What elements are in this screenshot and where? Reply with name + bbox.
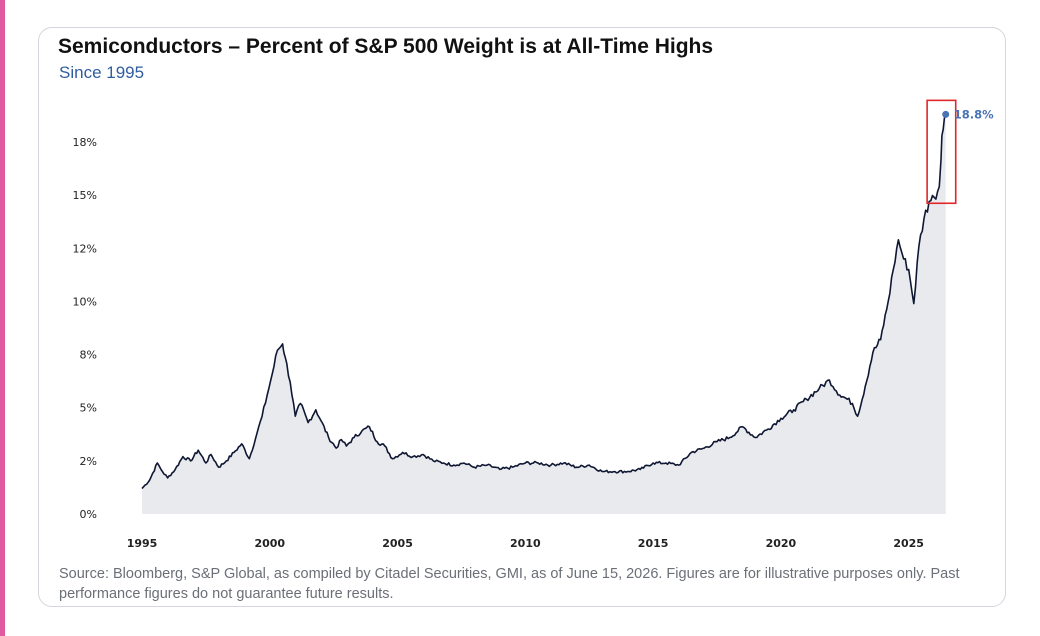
y-tick-label: 12% bbox=[73, 242, 97, 255]
y-tick-label: 2% bbox=[80, 455, 97, 468]
chart-subtitle: Since 1995 bbox=[59, 63, 145, 82]
source-note: Source: Bloomberg, S&P Global, as compil… bbox=[59, 566, 960, 602]
x-tick-label: 2025 bbox=[893, 537, 924, 550]
x-tick-label: 2005 bbox=[382, 537, 413, 550]
y-tick-label: 5% bbox=[80, 402, 97, 415]
x-tick-label: 2010 bbox=[510, 537, 541, 550]
chart-title: Semiconductors – Percent of S&P 500 Weig… bbox=[58, 35, 714, 58]
x-tick-label: 2015 bbox=[638, 537, 669, 550]
y-tick-label: 0% bbox=[80, 508, 97, 521]
x-tick-label: 2020 bbox=[766, 537, 797, 550]
series-line bbox=[141, 114, 947, 490]
end-value-label: 18.8% bbox=[954, 107, 994, 121]
end-point-marker bbox=[942, 110, 950, 118]
area-fill bbox=[142, 114, 946, 515]
left-accent-edge bbox=[0, 0, 5, 636]
highlight-box bbox=[926, 99, 957, 205]
x-tick-label: 1995 bbox=[127, 537, 158, 550]
y-tick-label: 15% bbox=[73, 189, 97, 202]
y-tick-label: 10% bbox=[73, 295, 97, 308]
x-tick-label: 2000 bbox=[254, 537, 285, 550]
y-tick-label: 18% bbox=[73, 136, 97, 149]
y-tick-label: 8% bbox=[80, 349, 97, 362]
